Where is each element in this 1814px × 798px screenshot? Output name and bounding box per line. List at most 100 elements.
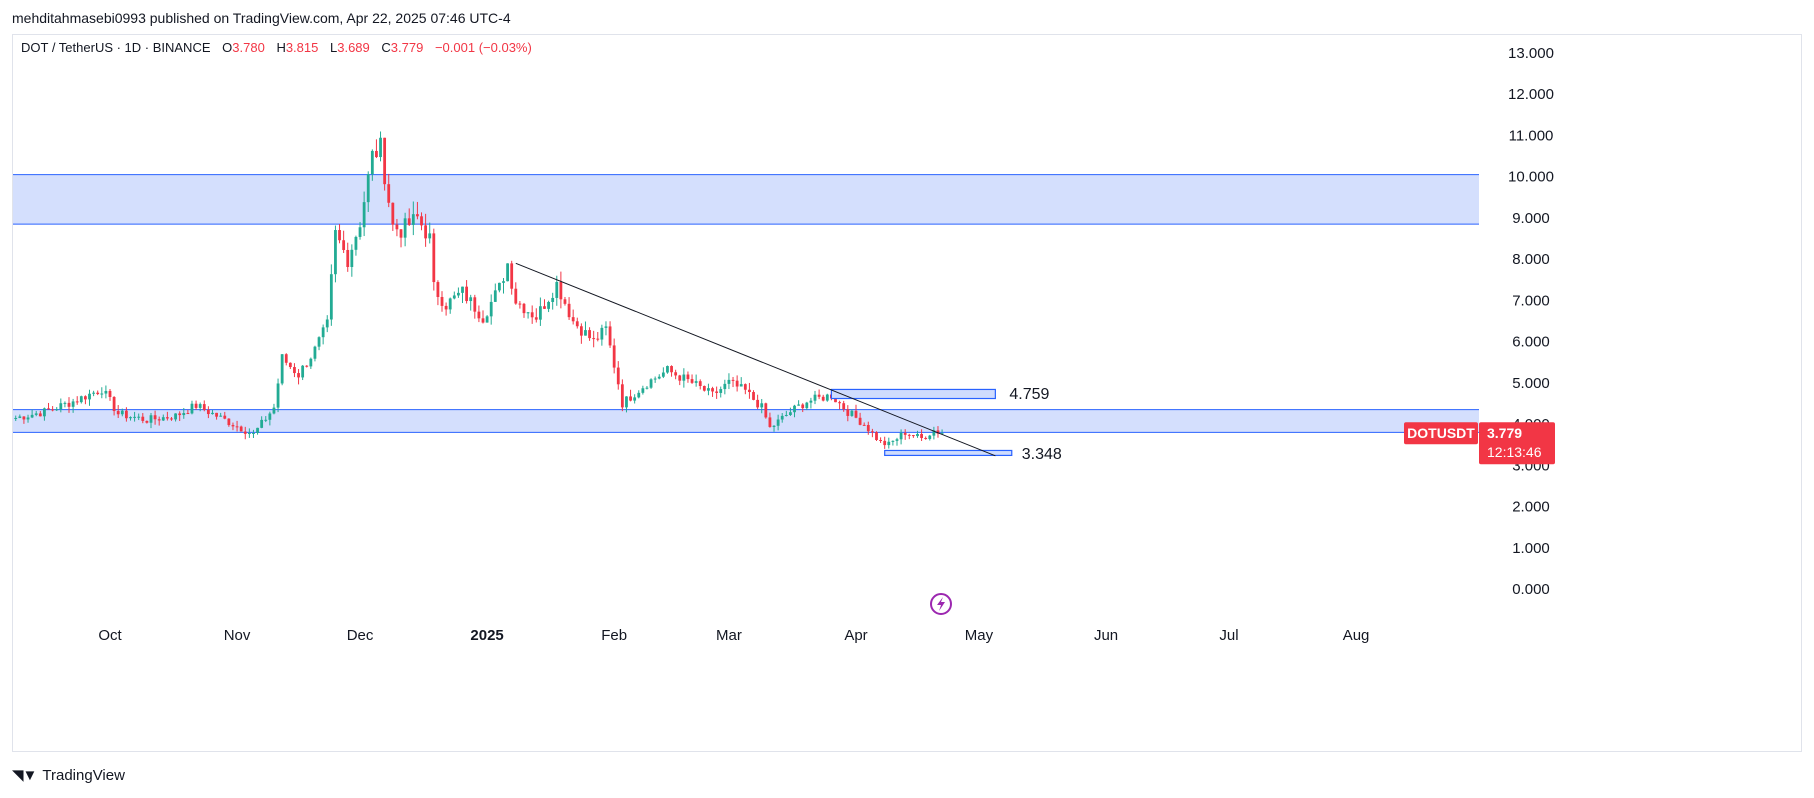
candle — [813, 390, 817, 405]
candle — [727, 373, 731, 390]
candle — [26, 414, 30, 423]
candle-body — [444, 305, 448, 310]
candle — [219, 412, 223, 417]
price-axis[interactable]: 13.000 12.000 11.000 10.000 9.000 8.000 7.000 6… — [1508, 45, 1554, 598]
candle-body — [411, 214, 415, 225]
candle — [899, 429, 903, 445]
candle-body — [547, 301, 550, 309]
candle-body — [334, 230, 337, 275]
candle-body — [551, 297, 555, 302]
candle — [481, 310, 485, 324]
time-tick-label: Mar — [716, 627, 742, 644]
candle-body — [407, 218, 411, 225]
candle — [735, 375, 739, 392]
candle-body — [879, 440, 882, 442]
candle — [862, 422, 866, 426]
candle-body — [51, 409, 55, 411]
price-tick-label: 1.000 — [1512, 540, 1550, 557]
candle — [88, 389, 91, 406]
tradingview-logo[interactable]: ◥▼ TradingView — [12, 766, 125, 785]
candle-body — [329, 274, 333, 320]
candle — [870, 428, 874, 438]
candle — [79, 395, 83, 404]
candle-body — [776, 419, 780, 426]
time-axis[interactable]: Oct Nov Dec 2025 Feb Mar Apr May Jun Jul Aug — [98, 627, 1369, 644]
candle — [567, 297, 571, 320]
candle-body — [75, 401, 79, 403]
candle-body — [416, 214, 419, 217]
candle-body — [760, 403, 764, 408]
candle-body — [124, 410, 128, 419]
candle-body — [63, 402, 67, 404]
candle — [920, 429, 923, 442]
candle — [215, 412, 218, 420]
price-tick-label: 13.000 — [1508, 45, 1554, 62]
candle — [399, 229, 403, 248]
candle — [674, 369, 678, 380]
candle-body — [211, 412, 214, 415]
candle — [530, 305, 534, 324]
candle-body — [276, 383, 280, 408]
chart-pane[interactable]: 13.000 12.000 11.000 10.000 9.000 8.000 7.000 6… — [12, 34, 1802, 752]
price-tick-label: 10.000 — [1508, 169, 1554, 186]
flash-event-icon[interactable] — [930, 593, 952, 615]
candle — [22, 416, 26, 424]
candle — [424, 213, 428, 247]
candle-body — [354, 236, 358, 250]
candle-body — [34, 413, 38, 415]
candle — [51, 406, 55, 412]
candle — [55, 407, 59, 412]
candle-body — [809, 400, 813, 403]
candle — [38, 411, 42, 417]
candle — [129, 416, 132, 421]
candle — [432, 228, 436, 291]
candle — [641, 385, 645, 395]
candle-body — [522, 303, 526, 314]
candle-body — [461, 286, 464, 293]
candle — [879, 437, 882, 444]
candle-body — [641, 388, 645, 393]
time-tick-label: Feb — [601, 627, 627, 644]
tradingview-brand: TradingView — [42, 766, 125, 784]
candle — [924, 436, 928, 440]
candle-body — [887, 441, 891, 446]
candle — [112, 396, 116, 416]
candle-body — [469, 297, 473, 302]
candle — [616, 361, 620, 390]
candle-body — [928, 435, 932, 439]
price-tick-label: 8.000 — [1512, 251, 1550, 268]
candle-body — [858, 417, 862, 425]
candle-body — [297, 373, 300, 378]
price-chart[interactable]: 13.000 12.000 11.000 10.000 9.000 8.000 7.000 6… — [13, 35, 1801, 751]
candle-body — [530, 312, 534, 318]
candle — [194, 400, 198, 410]
chart-legend: DOT / TetherUS · 1D · BINANCE O3.780 H3.… — [21, 40, 532, 55]
candle — [145, 420, 149, 424]
candle-body — [149, 415, 153, 423]
candle-body — [313, 346, 317, 359]
candle — [379, 131, 382, 162]
candle-body — [567, 303, 571, 318]
candle-body — [608, 326, 612, 346]
candle — [748, 382, 751, 399]
candle — [903, 429, 907, 440]
candle-body — [120, 410, 124, 415]
candle-body — [22, 416, 26, 420]
candle — [739, 377, 743, 387]
candle — [711, 386, 714, 397]
candle-body — [84, 396, 87, 400]
candle-body — [813, 394, 817, 401]
candle — [805, 401, 809, 411]
candle — [153, 410, 157, 425]
candle — [178, 411, 182, 422]
candle-body — [420, 216, 423, 226]
candle — [383, 137, 387, 191]
candle — [547, 300, 550, 313]
candle-body — [346, 249, 350, 268]
candle — [657, 374, 661, 380]
candle-body — [702, 386, 706, 391]
candle-body — [940, 433, 944, 435]
candle-body — [600, 327, 604, 340]
candle — [469, 294, 473, 311]
candle-body — [555, 282, 559, 298]
